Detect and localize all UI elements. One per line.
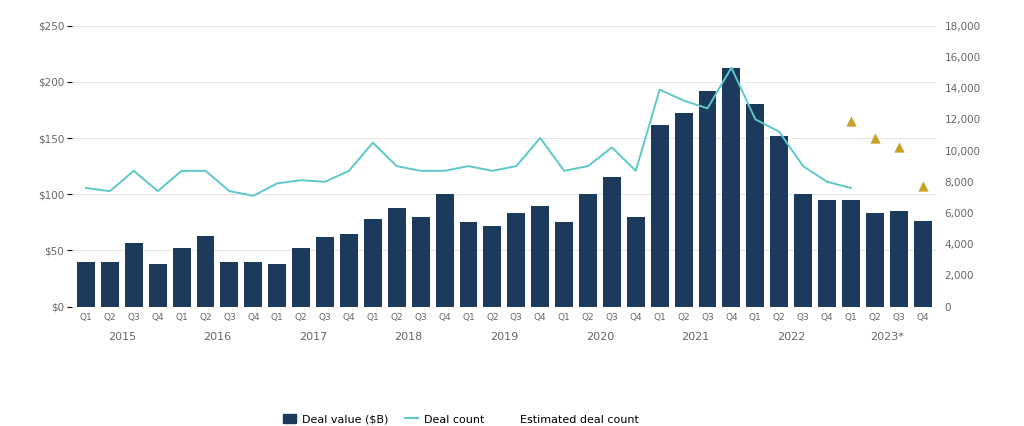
- Bar: [292, 248, 310, 307]
- Bar: [197, 236, 214, 307]
- Bar: [698, 91, 717, 307]
- Bar: [890, 211, 907, 307]
- Legend: Deal value ($B), Deal count, Estimated deal count: Deal value ($B), Deal count, Estimated d…: [279, 410, 643, 426]
- Bar: [795, 194, 812, 307]
- Bar: [507, 213, 525, 307]
- Bar: [268, 264, 286, 307]
- Bar: [340, 233, 358, 307]
- Bar: [675, 113, 692, 307]
- Bar: [531, 205, 549, 307]
- Bar: [603, 177, 621, 307]
- Bar: [101, 262, 119, 307]
- Bar: [555, 222, 573, 307]
- Bar: [435, 194, 454, 307]
- Point: [891, 144, 907, 151]
- Text: 2019: 2019: [490, 332, 518, 342]
- Text: 2022: 2022: [777, 332, 805, 342]
- Text: 2016: 2016: [204, 332, 231, 342]
- Bar: [460, 222, 477, 307]
- Bar: [77, 262, 95, 307]
- Point: [914, 183, 931, 190]
- Bar: [746, 104, 764, 307]
- Bar: [388, 208, 406, 307]
- Text: 2021: 2021: [681, 332, 710, 342]
- Text: 2015: 2015: [108, 332, 136, 342]
- Bar: [723, 68, 740, 307]
- Text: 2023*: 2023*: [869, 332, 904, 342]
- Bar: [579, 194, 597, 307]
- Bar: [364, 219, 382, 307]
- Bar: [148, 264, 167, 307]
- Bar: [650, 124, 669, 307]
- Bar: [818, 200, 836, 307]
- Bar: [483, 226, 502, 307]
- Bar: [412, 217, 430, 307]
- Text: 2017: 2017: [299, 332, 328, 342]
- Bar: [125, 243, 142, 307]
- Bar: [866, 213, 884, 307]
- Point: [843, 118, 859, 124]
- Bar: [770, 136, 788, 307]
- Text: 2020: 2020: [586, 332, 614, 342]
- Bar: [913, 221, 932, 307]
- Bar: [245, 262, 262, 307]
- Bar: [627, 217, 645, 307]
- Bar: [173, 248, 190, 307]
- Text: 2018: 2018: [394, 332, 423, 342]
- Bar: [220, 262, 239, 307]
- Point: [866, 135, 883, 141]
- Bar: [316, 237, 334, 307]
- Bar: [842, 200, 860, 307]
